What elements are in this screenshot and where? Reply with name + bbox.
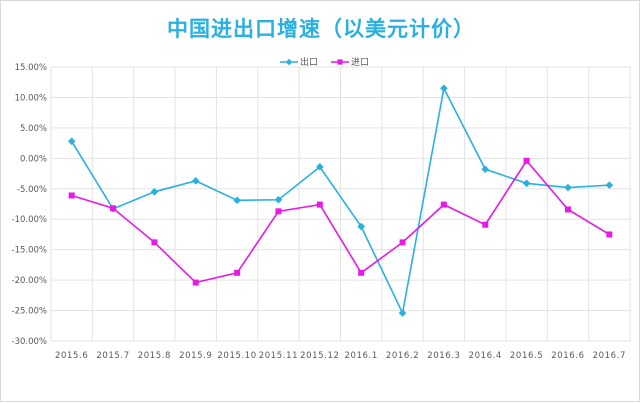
- y-tick-label: -25.00%: [12, 307, 47, 317]
- legend-marker: [285, 58, 293, 66]
- x-tick-label: 2015.7: [96, 351, 129, 361]
- data-point: [522, 179, 531, 188]
- data-point: [606, 231, 613, 238]
- x-tick-label: 2016.1: [345, 351, 378, 361]
- x-tick-label: 2015.8: [138, 351, 171, 361]
- data-point: [440, 84, 448, 93]
- data-point: [192, 279, 199, 286]
- y-tick-label: -20.00%: [12, 276, 47, 286]
- data-point: [605, 181, 614, 189]
- y-tick-label: -5.00%: [17, 185, 47, 195]
- data-point: [191, 177, 200, 185]
- data-point: [110, 205, 117, 212]
- y-tick-label: 15.00%: [15, 63, 47, 73]
- data-point: [316, 201, 323, 208]
- x-tick-label: 2015.9: [179, 351, 212, 361]
- data-point: [234, 269, 241, 276]
- y-tick-label: 10.00%: [15, 93, 47, 103]
- data-point: [358, 269, 365, 276]
- data-point: [481, 165, 490, 174]
- data-point: [398, 309, 407, 317]
- data-point: [357, 222, 365, 231]
- series-line: [71, 159, 610, 284]
- data-point: [316, 163, 324, 171]
- x-tick-label: 2016.3: [427, 351, 460, 361]
- data-point: [482, 221, 489, 228]
- y-tick-label: -30.00%: [12, 337, 47, 347]
- x-axis-ticks: 2015.6 2015.7 2015.8 2015.9 2015.10 2015.11 20…: [55, 351, 626, 361]
- x-tick-label: 2016.5: [510, 351, 543, 361]
- x-tick-label: 2015.10: [217, 351, 256, 361]
- x-tick-label: 2016.6: [551, 351, 584, 361]
- y-tick-label: -10.00%: [12, 215, 47, 225]
- data-point: [564, 206, 571, 213]
- data-point: [68, 192, 75, 199]
- data-point: [275, 208, 282, 215]
- legend-label: 出口: [300, 56, 318, 68]
- data-point: [564, 183, 572, 192]
- data-point: [233, 196, 241, 205]
- legend: 出口 进口: [280, 56, 369, 68]
- y-axis-ticks: 15.00% 10.00% 5.00% 0.00% -5.00% -10.00% -15.0…: [12, 63, 47, 347]
- x-tick-label: 2016.2: [386, 351, 419, 361]
- x-tick-label: 2015.12: [300, 351, 339, 361]
- data-point: [274, 195, 283, 204]
- x-tick-label: 2016.7: [593, 351, 626, 361]
- chart-title: 中国进出口增速（以美元计价）: [167, 17, 475, 41]
- data-point: [399, 239, 406, 246]
- data-point: [523, 157, 530, 164]
- x-tick-label: 2015.11: [259, 351, 298, 361]
- series-layer: [67, 84, 614, 317]
- x-tick-label: 2016.4: [469, 351, 502, 361]
- data-point: [151, 239, 158, 246]
- series-line: [70, 85, 610, 316]
- y-tick-label: 5.00%: [20, 124, 47, 134]
- legend-label: 进口: [351, 57, 369, 68]
- x-tick-label: 2015.6: [55, 351, 88, 361]
- legend-marker: [337, 59, 343, 65]
- data-point: [67, 137, 76, 146]
- y-tick-label: -15.00%: [12, 246, 47, 256]
- y-tick-label: 0.00%: [20, 154, 47, 164]
- data-point: [150, 188, 159, 196]
- grid: [50, 66, 631, 342]
- data-point: [440, 201, 447, 208]
